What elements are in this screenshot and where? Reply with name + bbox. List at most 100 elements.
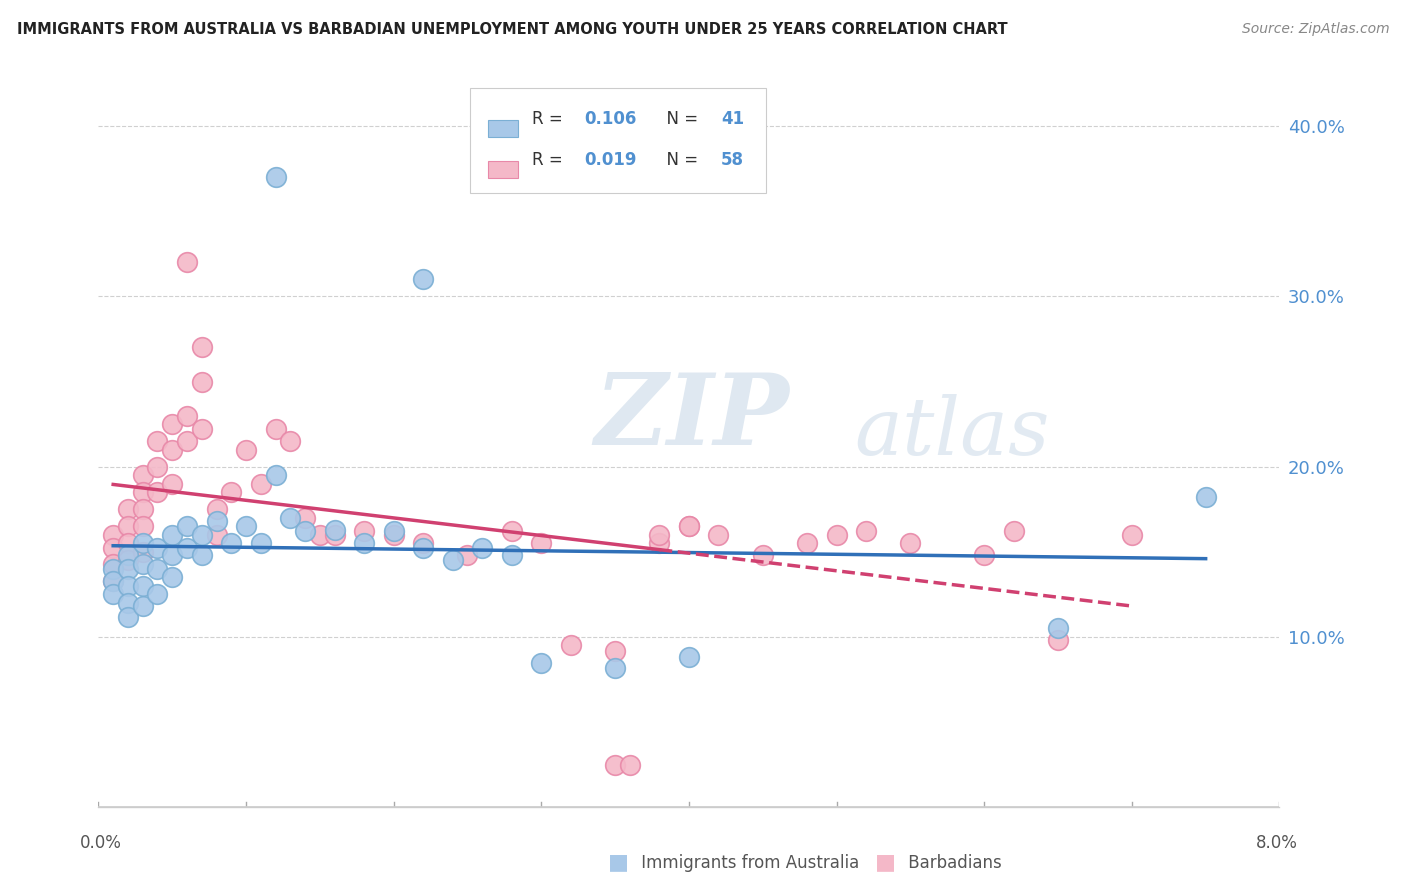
Point	[441, 553, 464, 567]
Point	[412, 272, 434, 286]
Text: R =: R =	[531, 151, 568, 169]
Point	[146, 434, 169, 449]
Point	[796, 536, 818, 550]
Point	[412, 536, 434, 550]
Point	[678, 650, 700, 665]
Point	[132, 579, 155, 593]
Point	[176, 434, 198, 449]
Point	[176, 255, 198, 269]
Point	[132, 485, 155, 500]
Point	[825, 528, 848, 542]
Text: Barbadians: Barbadians	[903, 854, 1001, 871]
Point	[900, 536, 922, 550]
Point	[117, 536, 139, 550]
Point	[323, 523, 346, 537]
Text: ZIP: ZIP	[595, 369, 789, 466]
Point	[191, 548, 214, 562]
Point	[294, 524, 316, 539]
Point	[501, 524, 523, 539]
Point	[191, 375, 214, 389]
Point	[221, 536, 243, 550]
Text: 58: 58	[721, 151, 744, 169]
Point	[132, 557, 155, 571]
Point	[264, 170, 287, 185]
Point	[132, 468, 155, 483]
Point	[132, 545, 155, 559]
Point	[191, 341, 214, 355]
Point	[280, 510, 302, 524]
Point	[605, 643, 627, 657]
Text: ■: ■	[609, 853, 628, 872]
Point	[605, 757, 627, 772]
Point	[103, 587, 125, 601]
Point	[176, 409, 198, 423]
Point	[176, 541, 198, 556]
Text: IMMIGRANTS FROM AUSTRALIA VS BARBADIAN UNEMPLOYMENT AMONG YOUTH UNDER 25 YEARS C: IMMIGRANTS FROM AUSTRALIA VS BARBADIAN U…	[17, 22, 1008, 37]
Point	[117, 596, 139, 610]
Point	[162, 528, 183, 542]
Point	[117, 562, 139, 576]
Point	[117, 519, 139, 533]
Text: N =: N =	[655, 151, 703, 169]
Point	[162, 570, 183, 584]
Point	[1046, 622, 1070, 636]
Point	[191, 422, 214, 436]
Text: 0.019: 0.019	[583, 151, 637, 169]
Point	[103, 574, 125, 588]
Text: ■: ■	[876, 853, 896, 872]
Text: 0.106: 0.106	[583, 110, 636, 128]
Point	[501, 548, 523, 562]
Point	[353, 536, 375, 550]
Point	[619, 757, 641, 772]
Point	[132, 502, 155, 516]
Point	[235, 519, 257, 533]
Point	[205, 528, 228, 542]
Point	[323, 528, 346, 542]
Point	[103, 574, 125, 588]
Point	[132, 519, 155, 533]
Point	[117, 553, 139, 567]
Point	[752, 548, 775, 562]
Point	[1195, 491, 1218, 505]
Text: atlas: atlas	[855, 394, 1050, 471]
Text: 8.0%: 8.0%	[1256, 834, 1298, 852]
Point	[530, 536, 553, 550]
Point	[103, 541, 125, 556]
Point	[264, 468, 287, 483]
Text: Source: ZipAtlas.com: Source: ZipAtlas.com	[1241, 22, 1389, 37]
Point	[103, 562, 125, 576]
Point	[146, 541, 169, 556]
Point	[471, 541, 494, 556]
Point	[707, 528, 730, 542]
Point	[117, 548, 139, 562]
Point	[103, 557, 125, 571]
Point	[250, 536, 273, 550]
Point	[117, 502, 139, 516]
Point	[855, 524, 877, 539]
Point	[205, 502, 228, 516]
Point	[605, 660, 627, 674]
Point	[678, 519, 700, 533]
Point	[264, 422, 287, 436]
Point	[973, 548, 995, 562]
Point	[1046, 633, 1070, 648]
Point	[205, 514, 228, 528]
Point	[162, 442, 183, 457]
Point	[1121, 528, 1143, 542]
Point	[382, 528, 405, 542]
Point	[250, 476, 273, 491]
Point	[382, 524, 405, 539]
Point	[146, 562, 169, 576]
Point	[146, 485, 169, 500]
Point	[1002, 524, 1025, 539]
Text: 41: 41	[721, 110, 744, 128]
Point	[191, 528, 214, 542]
Point	[162, 548, 183, 562]
Point	[457, 548, 479, 562]
Point	[309, 528, 332, 542]
Point	[103, 528, 125, 542]
Point	[132, 536, 155, 550]
Point	[294, 510, 316, 524]
Point	[132, 599, 155, 614]
Point	[648, 528, 671, 542]
